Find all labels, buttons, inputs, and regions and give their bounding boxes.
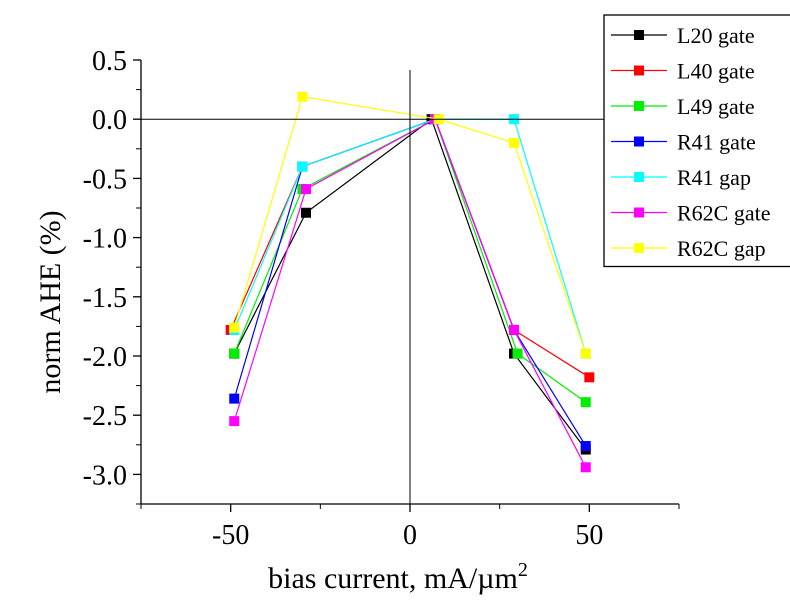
data-point-r62c-gate xyxy=(580,462,591,473)
legend-marker-r62c-gap xyxy=(634,243,644,253)
legend-label-r41-gate: R41 gate xyxy=(677,130,756,155)
data-point-r62c-gap xyxy=(229,322,240,333)
legend-marker-l49-gate xyxy=(634,101,644,111)
data-point-r62c-gap xyxy=(297,91,308,102)
y-tick-label: -2.5 xyxy=(83,401,127,432)
x-tick-label: -50 xyxy=(212,520,249,551)
legend-item-r62c-gap: R62C gap xyxy=(611,236,766,261)
y-tick-label: -1.0 xyxy=(83,224,127,255)
legend-label-l49-gate: L49 gate xyxy=(677,94,755,119)
data-point-r62c-gap xyxy=(509,137,520,148)
data-point-r62c-gate xyxy=(509,324,520,335)
data-point-r41-gate xyxy=(229,393,240,404)
y-axis-title: norm AHE (%) xyxy=(34,210,67,393)
axes: -50 0 50 0.5 0.0 -0.5 -1.0 -1.5 -2.0 -2.5 -3.0 bias… xyxy=(34,46,680,595)
x-tick-label: 50 xyxy=(575,520,603,551)
legend: L20 gate L40 gate L49 gate R41 gate R41 gap R… xyxy=(603,14,790,268)
data-point-l20-gate xyxy=(300,207,311,218)
data-point-r62c-gate xyxy=(229,416,240,427)
x-axis-title-superscript: 2 xyxy=(518,559,528,581)
legend-marker-l40-gate xyxy=(634,65,644,76)
y-tick-label: -0.5 xyxy=(83,164,127,195)
legend-marker-l20-gate xyxy=(634,30,644,40)
legend-label-r41-gap: R41 gap xyxy=(677,165,751,190)
legend-label-l20-gate: L20 gate xyxy=(677,23,755,48)
data-point-r62c-gate xyxy=(300,184,311,195)
legend-marker-r62c-gate xyxy=(634,207,644,218)
legend-item-l40-gate: L40 gate xyxy=(611,59,755,84)
data-point-r41-gate xyxy=(580,440,591,451)
legend-item-r41-gate: R41 gate xyxy=(611,130,756,155)
data-point-r62c-gap xyxy=(580,348,591,359)
legend-item-r41-gap: R41 gap xyxy=(611,165,751,190)
y-tick-label: 0.5 xyxy=(92,46,127,77)
data-point-l40-gate xyxy=(584,372,595,383)
y-tick-label: 0.0 xyxy=(92,105,127,136)
legend-label-r62c-gap: R62C gap xyxy=(677,236,766,261)
legend-marker-r41-gap xyxy=(634,172,644,182)
legend-item-l20-gate: L20 gate xyxy=(611,23,755,48)
data-point-l49-gate xyxy=(580,397,591,408)
data-point-r41-gap xyxy=(297,161,308,172)
legend-item-r62c-gate: R62C gate xyxy=(611,201,771,226)
legend-label-r62c-gate: R62C gate xyxy=(677,201,771,226)
y-tick-label: -1.5 xyxy=(83,283,127,314)
x-tick-label: 0 xyxy=(403,520,417,551)
x-axis-title: bias current, mA/µm2 xyxy=(268,559,528,595)
y-tick-label: -2.0 xyxy=(83,342,127,373)
legend-label-l40-gate: L40 gate xyxy=(677,59,755,84)
legend-item-l49-gate: L49 gate xyxy=(611,94,755,119)
data-point-l49-gate xyxy=(512,348,523,359)
data-point-l49-gate xyxy=(229,348,240,359)
legend-marker-r41-gate xyxy=(634,136,644,147)
y-tick-label: -3.0 xyxy=(83,460,127,491)
